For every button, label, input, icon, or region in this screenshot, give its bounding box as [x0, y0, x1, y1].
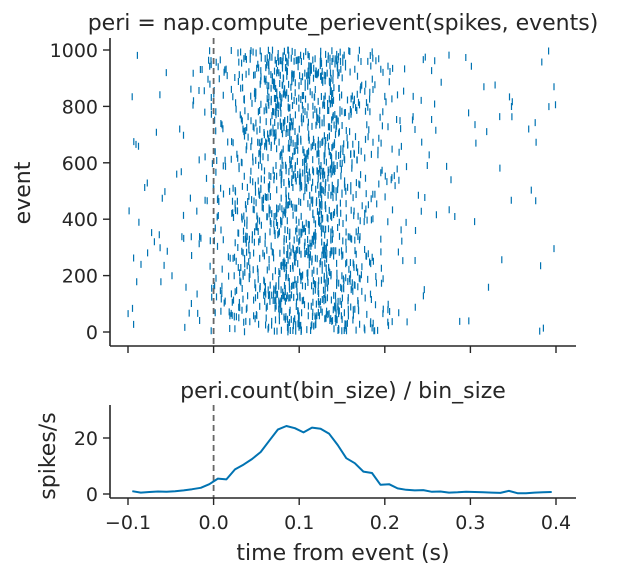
raster-x-ticks	[127, 346, 557, 353]
rate-x-tick-label: −0.1	[105, 512, 151, 534]
raster-y-tick-label: 400	[62, 209, 98, 231]
raster-y-tick-label: 800	[62, 96, 98, 118]
rate-y-tick-label: 0	[86, 484, 98, 506]
rate-series-line	[132, 425, 552, 495]
rate-x-tick-label: 0.2	[370, 512, 400, 534]
rate-x-tick-label: 0.1	[284, 512, 314, 534]
rate-y-tick-label: 20	[74, 428, 98, 450]
rate-x-ticks: −0.1 0.0 0.1 0.2 0.3 0.4	[105, 498, 571, 534]
raster-y-tick-label: 0	[86, 322, 98, 344]
rate-ylabel: spikes/s	[36, 412, 61, 499]
rate-y-ticks: 0 20	[74, 428, 110, 506]
rate-xlabel: time from event (s)	[236, 541, 449, 566]
raster-y-tick-label: 600	[62, 153, 98, 175]
spike-raster	[127, 46, 557, 336]
rate-x-tick-label: 0.4	[541, 512, 571, 534]
raster-title: peri = nap.compute_perievent(spikes, eve…	[88, 11, 599, 36]
rate-x-tick-label: 0.0	[198, 512, 228, 534]
raster-panel: peri = nap.compute_perievent(spikes, eve…	[11, 11, 598, 353]
raster-ylabel: event	[11, 161, 36, 224]
raster-y-tick-label: 200	[62, 266, 98, 288]
rate-panel: peri.count(bin_size) / bin_size spikes/s…	[36, 379, 576, 566]
spike-marks	[127, 46, 557, 336]
raster-y-tick-label: 1000	[50, 40, 98, 62]
raster-y-ticks: 0 200 400 600 800 1000	[50, 40, 110, 344]
rate-x-tick-label: 0.3	[455, 512, 485, 534]
rate-title: peri.count(bin_size) / bin_size	[180, 379, 506, 404]
